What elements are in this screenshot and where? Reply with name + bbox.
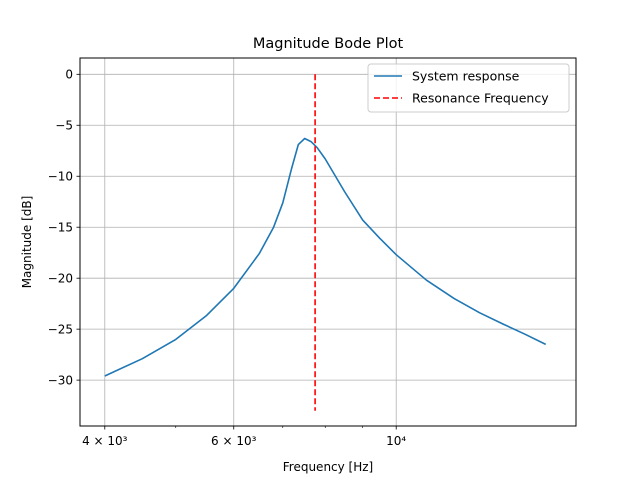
x-tick-label: 10⁴ — [386, 434, 406, 448]
y-tick-label: −15 — [48, 221, 73, 235]
legend-entry-label: System response — [412, 69, 520, 84]
series-line-system-response — [104, 137, 547, 377]
plot-area-frame — [79, 57, 577, 427]
y-tick-label: −25 — [48, 322, 73, 336]
legend-box — [367, 63, 570, 113]
chart-title: Magnitude Bode Plot — [253, 36, 404, 52]
legend: System response Resonance Frequency — [367, 63, 570, 113]
y-tick-label: −30 — [48, 373, 73, 387]
grid — [80, 58, 576, 426]
y-tick-label: −5 — [55, 119, 73, 133]
x-tick-label: 4 × 10³ — [82, 434, 128, 448]
series-layer — [104, 74, 547, 411]
y-tick-label: 0 — [65, 68, 73, 82]
legend-entry-label: Resonance Frequency — [412, 91, 549, 106]
tick-layer: 4 × 10³ 6 × 10³ 10⁴ 0 −5 −10 −15 −20 −25 −30 — [48, 68, 407, 448]
x-tick-label: 6 × 10³ — [211, 434, 257, 448]
y-tick-label: −20 — [48, 271, 73, 285]
x-axis-label: Frequency [Hz] — [283, 460, 374, 474]
y-tick-label: −10 — [48, 170, 73, 184]
y-axis-label: Magnitude [dB] — [20, 196, 34, 289]
